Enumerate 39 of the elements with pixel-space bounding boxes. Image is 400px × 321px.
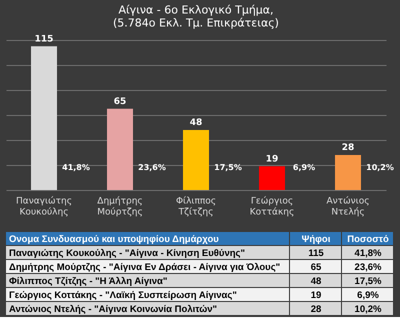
bar <box>31 46 57 190</box>
data-label: 48 <box>190 118 202 128</box>
x-tick-label: Γεώργιος Κοττάκης <box>250 196 294 218</box>
text: 48 <box>310 276 322 287</box>
text: Αντώνιος Ντελής - "Αίγινα Κοινωνία Πολιτών" <box>9 304 218 315</box>
category-label: Ποσοστό <box>347 234 389 245</box>
text: Γεώργιος Κοττάκης - "Λαϊκή Συσπείρωση Αίγινας" <box>9 290 237 301</box>
text: 6,9% <box>357 290 380 301</box>
bar <box>259 166 285 190</box>
annotation: 41,8% <box>62 163 90 172</box>
x-tick-label: Παναγιώτης Κουκούλης <box>16 196 72 218</box>
text: 28 <box>310 304 322 315</box>
x-tick-label: Αντώνιος Ντελής <box>326 196 370 218</box>
text: 10,2% <box>354 304 382 315</box>
data-label: 28 <box>342 143 354 153</box>
annotation: 23,6% <box>138 163 166 172</box>
bar <box>335 155 361 190</box>
bar <box>107 108 133 190</box>
text: Παναγιώτης Κουκούλης - "Αίγινα - Κίνηση Ευθύνης" <box>9 248 245 259</box>
chart-title: Αίγινα - 6ο Εκλογικό Τμήμα, (5.784ο Εκλ. Τμ. Επικράτειας) <box>113 3 279 30</box>
x-tick-label: Δημήτρης Μούρτζης <box>97 196 143 218</box>
x-tick-label: Φίλιππος Τζίτζης <box>176 196 216 218</box>
category-label: Ονομα Συνδυασμού και υποψηφίου Δημάρχου <box>9 234 220 245</box>
text: 115 <box>308 248 324 259</box>
text: 65 <box>310 262 322 273</box>
category-label: Ψήφοι <box>302 234 331 245</box>
text: 19 <box>310 290 322 301</box>
data-label: 19 <box>266 154 278 164</box>
text: 41,8% <box>354 248 382 259</box>
annotation: 17,5% <box>214 163 242 172</box>
text: Δημήτρης Μούρτζης - "Αίγινα Εν Δράσει - Αίγινα για Όλους" <box>9 262 280 273</box>
bar <box>183 130 209 190</box>
data-label: 65 <box>114 96 126 107</box>
text: 23,6% <box>354 262 382 273</box>
text: 17,5% <box>354 276 382 287</box>
annotation: 10,2% <box>366 163 394 172</box>
annotation: 6,9% <box>292 163 316 172</box>
data-label: 115 <box>34 34 54 44</box>
text: Φίλιππος Τζίτζης - "Η Άλλη Αίγινα" <box>9 276 168 287</box>
